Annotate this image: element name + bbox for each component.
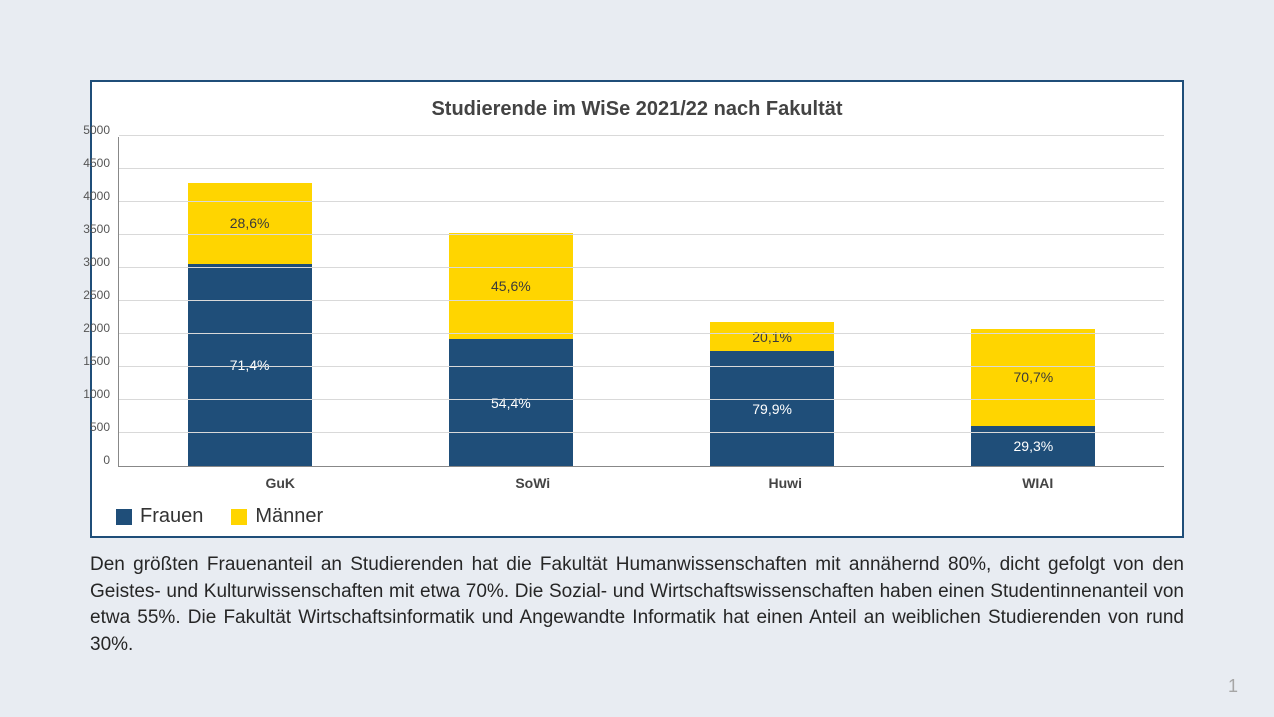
bar-slot: 71,4%28,6% <box>135 137 365 466</box>
legend-label-maenner: Männer <box>255 505 323 528</box>
bars-row: 71,4%28,6% 54,4%45,6% 79,9%20,1% 29,3%70,7% <box>119 137 1164 466</box>
gridline <box>119 234 1164 235</box>
legend-item-frauen: Frauen <box>116 505 203 528</box>
plot-wrap: 5000450040003500300025002000150010005000… <box>110 137 1164 467</box>
bar-WIAI: 29,3%70,7% <box>971 329 1095 466</box>
gridline <box>119 135 1164 136</box>
segment-maenner: 70,7% <box>971 329 1095 426</box>
plot-area: 71,4%28,6% 54,4%45,6% 79,9%20,1% 29,3%70,7% <box>118 137 1164 467</box>
gridline <box>119 432 1164 433</box>
x-axis: GuK SoWi Huwi WIAI <box>154 467 1164 491</box>
chart-frame: Studierende im WiSe 2021/22 nach Fakultä… <box>90 80 1184 538</box>
segment-frauen: 79,9% <box>710 351 834 466</box>
y-axis: 5000450040003500300025002000150010005000 <box>110 137 118 467</box>
caption-text: Den größten Frauenanteil an Studierenden… <box>90 552 1184 658</box>
gridline <box>119 399 1164 400</box>
gridline <box>119 267 1164 268</box>
gridline <box>119 300 1164 301</box>
x-label: WIAI <box>927 475 1149 491</box>
segment-maenner: 28,6% <box>188 183 312 264</box>
segment-maenner: 20,1% <box>710 322 834 351</box>
bar-slot: 79,9%20,1% <box>657 137 887 466</box>
gridline <box>119 168 1164 169</box>
bar-GuK: 71,4%28,6% <box>188 183 312 466</box>
bar-Huwi: 79,9%20,1% <box>710 322 834 466</box>
legend: Frauen Männer <box>110 505 1164 528</box>
x-label: GuK <box>169 475 391 491</box>
swatch-frauen <box>116 509 132 525</box>
segment-frauen: 54,4% <box>449 339 573 466</box>
slide: Studierende im WiSe 2021/22 nach Fakultä… <box>0 0 1274 717</box>
legend-label-frauen: Frauen <box>140 505 203 528</box>
gridline <box>119 333 1164 334</box>
page-number: 1 <box>1228 676 1238 697</box>
legend-item-maenner: Männer <box>231 505 323 528</box>
gridline <box>119 201 1164 202</box>
segment-maenner: 45,6% <box>449 233 573 339</box>
bar-slot: 29,3%70,7% <box>918 137 1148 466</box>
x-label: Huwi <box>674 475 896 491</box>
gridline <box>119 366 1164 367</box>
chart-title: Studierende im WiSe 2021/22 nach Fakultä… <box>110 98 1164 121</box>
x-label: SoWi <box>422 475 644 491</box>
swatch-maenner <box>231 509 247 525</box>
bar-slot: 54,4%45,6% <box>396 137 626 466</box>
